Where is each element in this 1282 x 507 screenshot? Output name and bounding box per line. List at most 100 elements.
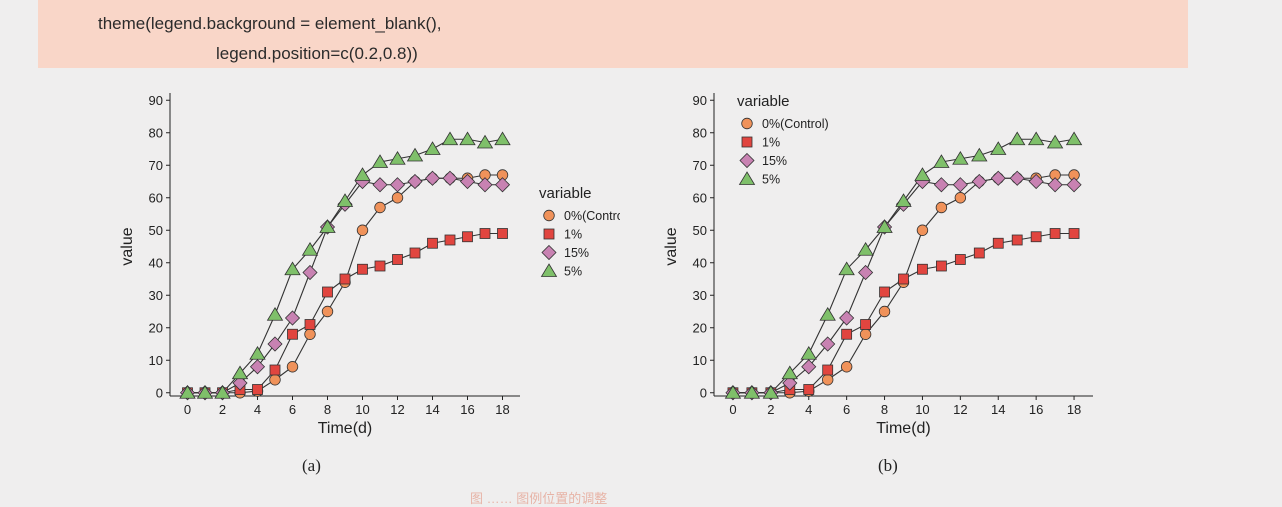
panel-b-y-tick-label: 10 [693,353,707,368]
panel-a-legend-label-0%(Control): 0%(Control) [564,209,620,223]
panel-b-y-tick-label: 40 [693,255,707,270]
panel-b-point-5% [971,147,988,162]
panel-a-point-5% [336,193,354,207]
panel-b-x-tick-label: 10 [915,402,929,417]
panel-a-point-15% [407,173,423,190]
panel-a-point-5% [266,306,284,321]
panel-a-legend-key-5% [540,263,558,277]
panel-b-point-1% [803,384,815,395]
code-line-2: legend.position=c(0.2,0.8)) [216,44,418,63]
panel-a-point-15% [372,177,388,193]
panel-b-y-tick-label: 50 [693,223,707,238]
panel-b-legend-key-5% [738,171,756,185]
panel-a-y-tick-label: 50 [149,223,163,238]
panel-a-x-tick-label: 8 [324,402,331,417]
chart-panel-b: 0 10 20 30 40 50 60 70 80 90 0 2 4 6 8 10 12 14 16 18 Time(d… [663,93,1093,437]
panel-a-point-1% [322,286,333,298]
panel-a-point-0%(Control) [321,305,334,318]
panel-b-point-5% [743,384,761,399]
panel-a-point-0%(Control) [374,201,386,214]
panel-b-y-tick-label: 0 [700,385,707,400]
panel-b-y-tick-label: 20 [693,320,707,335]
panel-a-point-1% [269,364,281,376]
panel-b-point-5% [952,150,969,165]
panel-b-point-5% [1046,134,1064,149]
panel-b-point-5% [914,167,931,181]
panel-a-point-15% [267,336,283,352]
panel-b-point-5% [724,384,742,399]
panel-a-point-0%(Control) [391,192,404,204]
panel-a-x-tick-label: 16 [460,402,474,417]
panel-b-point-15% [1047,177,1063,193]
panel-a-point-1% [427,237,438,249]
chart-panel-a: 0 10 20 30 40 50 60 70 80 90 0 2 4 6 8 10 12 14 16 18 Time(d… [119,93,620,437]
panel-b-point-1% [954,254,966,265]
panel-a-point-15% [284,310,301,326]
panel-b-x-tick-label: 8 [881,402,888,417]
panel-b-legend-key-15% [739,152,755,169]
panel-b-point-15% [820,336,836,352]
panel-a-y-tick-label: 0 [156,385,163,400]
panel-a-point-1% [444,234,456,246]
panel-b-series-line-1% [732,232,1075,394]
panel-b-point-1% [973,247,985,259]
figure-caption: 图 …… 图例位置的调整 [470,491,608,506]
panel-a-legend-label-15%: 15% [564,246,589,260]
panel-a-legend-key-15% [541,244,557,261]
panel-a-point-1% [339,273,351,285]
panel-b-point-1% [1011,234,1023,246]
panel-b-legend-label-5%: 5% [762,173,780,187]
panel-b-point-1% [1030,231,1042,243]
panel-a-point-0%(Control) [269,374,281,386]
panel-a-point-5% [424,141,441,155]
code-snippet-box: theme(legend.background = element_blank(… [38,0,1188,68]
panel-b-point-15% [971,173,987,190]
panel-a-point-5% [476,134,494,149]
panel-a-y-tick-label: 80 [149,125,163,140]
panel-a-legend-key-1% [543,228,555,240]
panel-a-x-tick-label: 2 [219,402,226,417]
panel-a-y-tick-label: 10 [149,353,163,368]
panel-b-point-0%(Control) [954,192,967,204]
panel-a-x-tick-label: 0 [184,402,191,417]
panel-b-point-1% [992,237,1004,249]
panel-a-point-15% [477,177,493,193]
panel-a-point-5% [459,131,476,146]
panel-b-point-0%(Control) [878,305,891,318]
panel-b-point-5% [876,219,893,233]
panel-b-x-tick-label: 0 [729,402,736,417]
panel-b-point-1% [898,273,909,285]
panel-a-x-tick-label: 18 [495,402,509,417]
panel-b-x-tick-label: 18 [1067,402,1081,417]
panel-b-x-tick-label: 6 [843,402,850,417]
panel-b-legend-label-15%: 15% [762,154,787,168]
code-line-1: theme(legend.background = element_blank(… [98,14,442,33]
panel-a-point-5% [389,150,406,165]
panel-b-point-15% [1066,177,1082,193]
panel-b-point-5% [838,261,855,276]
panel-a-point-5% [231,365,249,380]
panel-b-x-tick-label: 12 [953,402,967,417]
panel-b-point-15% [952,177,968,193]
panel-a-x-tick-label: 10 [355,402,369,417]
panel-b-y-tick-label: 80 [693,125,707,140]
panel-a-y-tick-label: 30 [149,288,163,303]
panel-a-y-tick-label: 90 [149,93,163,108]
panel-b-point-5% [857,241,874,256]
panel-b-x-tick-label: 4 [805,402,812,417]
panel-a-y-tick-label: 70 [149,158,163,173]
panel-a-point-0%(Control) [356,224,369,236]
caption-b: (b) [878,456,898,475]
panel-b-point-1% [879,286,890,298]
panel-b-point-15% [839,310,855,326]
panel-b-point-0%(Control) [859,328,872,340]
panel-b-y-tick-label: 30 [693,288,707,303]
panel-b-point-15% [990,170,1006,186]
panel-b-legend-label-0%(Control): 0%(Control) [762,117,829,131]
panel-a-x-tick-label: 12 [390,402,404,417]
panel-b-point-5% [1065,131,1083,146]
panel-a-point-5% [494,131,511,146]
panel-a-point-1% [479,228,491,239]
panel-a-point-1% [304,319,316,330]
panel-b-point-5% [819,306,836,321]
